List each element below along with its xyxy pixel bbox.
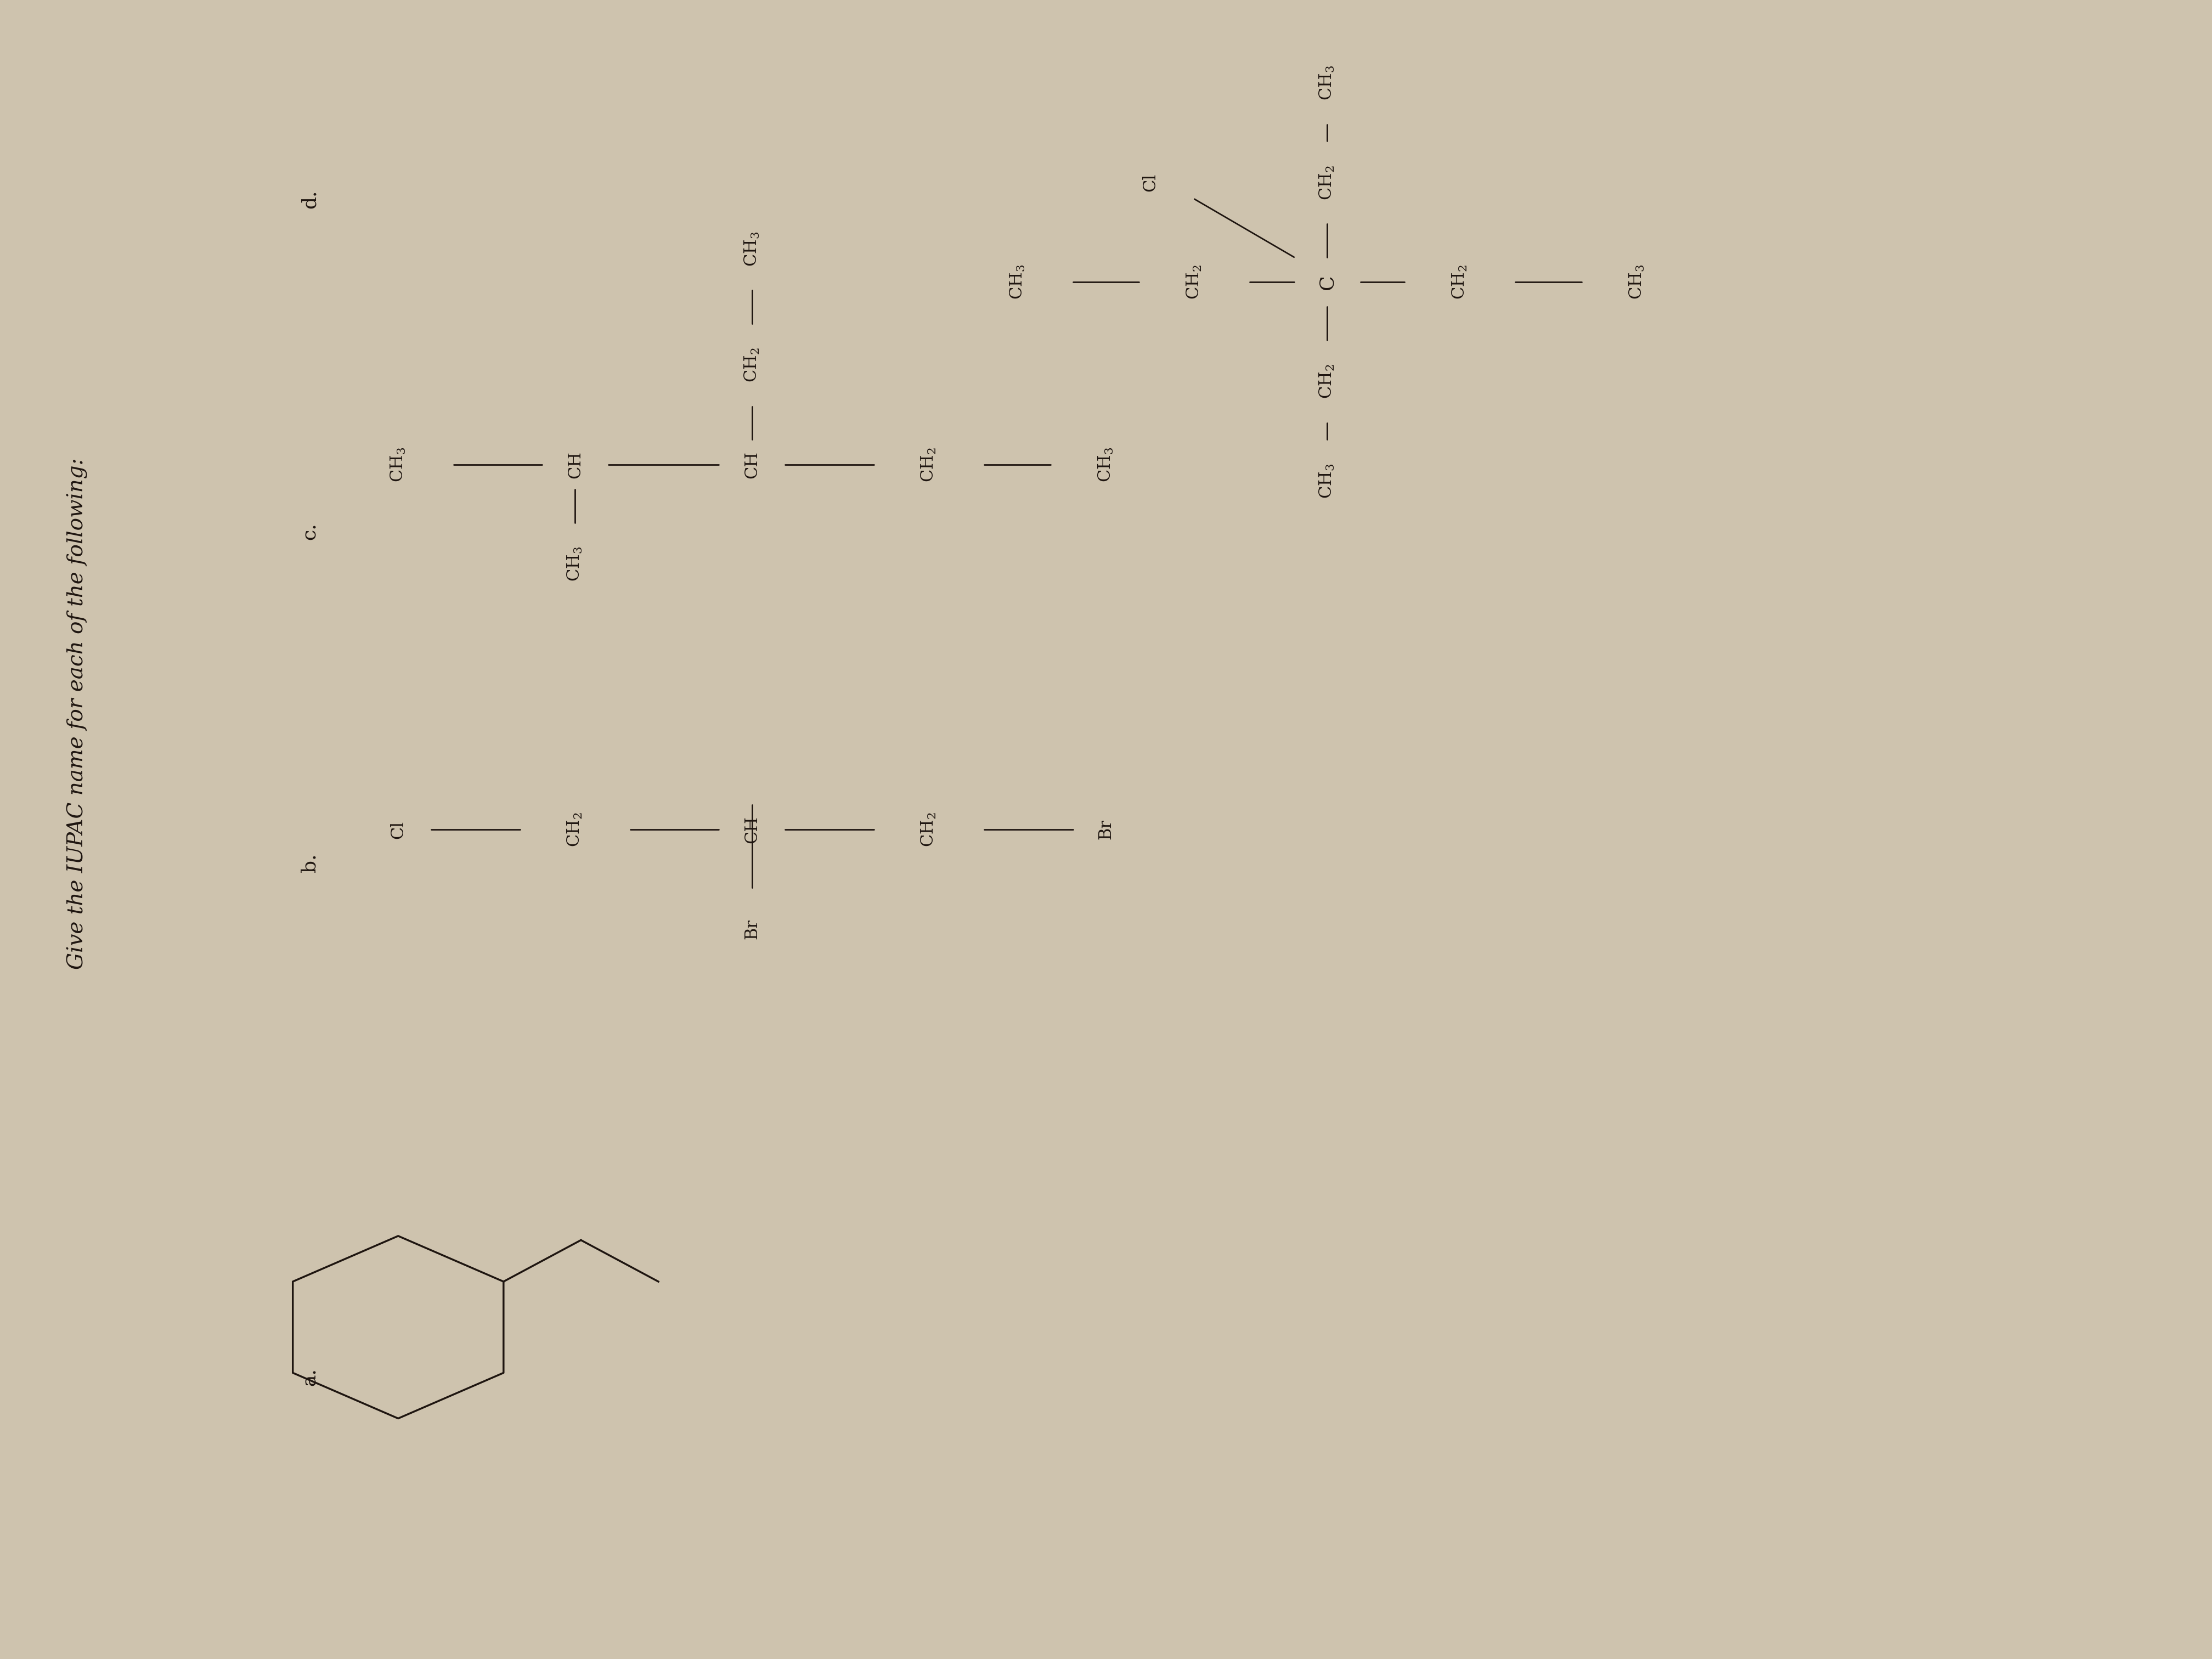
Text: $\mathregular{CH_3}$: $\mathregular{CH_3}$ (743, 231, 761, 267)
Text: $\mathregular{CH_2}$: $\mathregular{CH_2}$ (1318, 164, 1336, 201)
Text: Cl: Cl (1141, 174, 1159, 191)
Text: $\mathregular{CH_2}$: $\mathregular{CH_2}$ (1451, 264, 1469, 300)
Text: $\mathregular{CH_3}$: $\mathregular{CH_3}$ (1318, 65, 1336, 101)
Text: $\mathregular{CH_3}$: $\mathregular{CH_3}$ (566, 546, 584, 582)
Text: Br: Br (1097, 820, 1115, 839)
Text: $\mathregular{CH_2}$: $\mathregular{CH_2}$ (743, 347, 761, 383)
Text: a.: a. (301, 1369, 319, 1385)
Text: Br: Br (743, 919, 761, 939)
Text: CH: CH (566, 451, 584, 478)
Text: C: C (1318, 274, 1336, 290)
Text: $\mathregular{CH_3}$: $\mathregular{CH_3}$ (1009, 264, 1026, 300)
Text: CH: CH (743, 451, 761, 478)
Text: CH: CH (743, 816, 761, 843)
Text: $\mathregular{CH_2}$: $\mathregular{CH_2}$ (920, 811, 938, 848)
Text: $\mathregular{CH_3}$: $\mathregular{CH_3}$ (1628, 264, 1646, 300)
Text: $\mathregular{CH_2}$: $\mathregular{CH_2}$ (1186, 264, 1203, 300)
Text: $\mathregular{CH_2}$: $\mathregular{CH_2}$ (920, 446, 938, 483)
Text: Cl: Cl (389, 821, 407, 838)
Text: $\mathregular{CH_3}$: $\mathregular{CH_3}$ (1318, 463, 1336, 499)
Text: $\mathregular{CH_3}$: $\mathregular{CH_3}$ (1097, 446, 1115, 483)
Text: $\mathregular{CH_3}$: $\mathregular{CH_3}$ (389, 446, 407, 483)
Text: Give the IUPAC name for each of the following:: Give the IUPAC name for each of the foll… (66, 458, 88, 969)
Text: d.: d. (301, 189, 319, 209)
Text: $\mathregular{CH_2}$: $\mathregular{CH_2}$ (1318, 363, 1336, 400)
Text: b.: b. (301, 853, 319, 873)
Text: $\mathregular{CH_2}$: $\mathregular{CH_2}$ (566, 811, 584, 848)
Text: c.: c. (301, 523, 319, 539)
